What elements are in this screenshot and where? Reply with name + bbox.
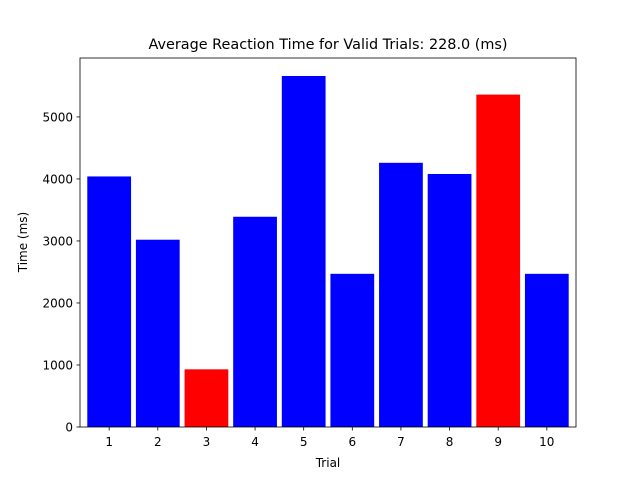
x-tick-label: 10 [539,435,554,449]
y-axis-label: Time (ms) [16,212,30,274]
x-tick-label: 6 [348,435,356,449]
plot-area: 1 2 3 4 5 6 7 8 9 10 0 1000 2000 3000 4000 5000 [42,57,577,449]
y-tick-label: 0 [65,421,73,435]
axes-frame [79,57,577,428]
bar-trial-3 [184,369,229,427]
chart-title: Average Reaction Time for Valid Trials: … [149,37,508,53]
x-tick-label: 2 [154,435,162,449]
x-tick-label: 5 [300,435,308,449]
x-axis-label: Trial [315,456,341,470]
bar-trial-1 [87,176,132,427]
x-tick-label: 7 [397,435,405,449]
y-tick-label: 3000 [42,234,73,248]
x-tick-label: 4 [251,435,259,449]
y-tick-label: 5000 [42,110,73,124]
y-tick-label: 1000 [42,358,73,372]
x-tick-label: 8 [446,435,454,449]
bar-trial-7 [379,162,423,427]
bar-trial-6 [330,273,375,427]
bar-trial-8 [427,173,472,427]
bar-trial-4 [233,216,277,427]
x-tick-label: 3 [203,435,211,449]
bar-trial-10 [524,273,569,427]
x-tick-label: 9 [494,435,502,449]
bar-trial-5 [281,75,326,427]
y-tick-label: 2000 [42,296,73,310]
bar-trial-2 [135,239,180,427]
x-tick-label: 1 [105,435,113,449]
y-tick-label: 4000 [42,172,73,186]
bar-trial-9 [476,94,521,427]
